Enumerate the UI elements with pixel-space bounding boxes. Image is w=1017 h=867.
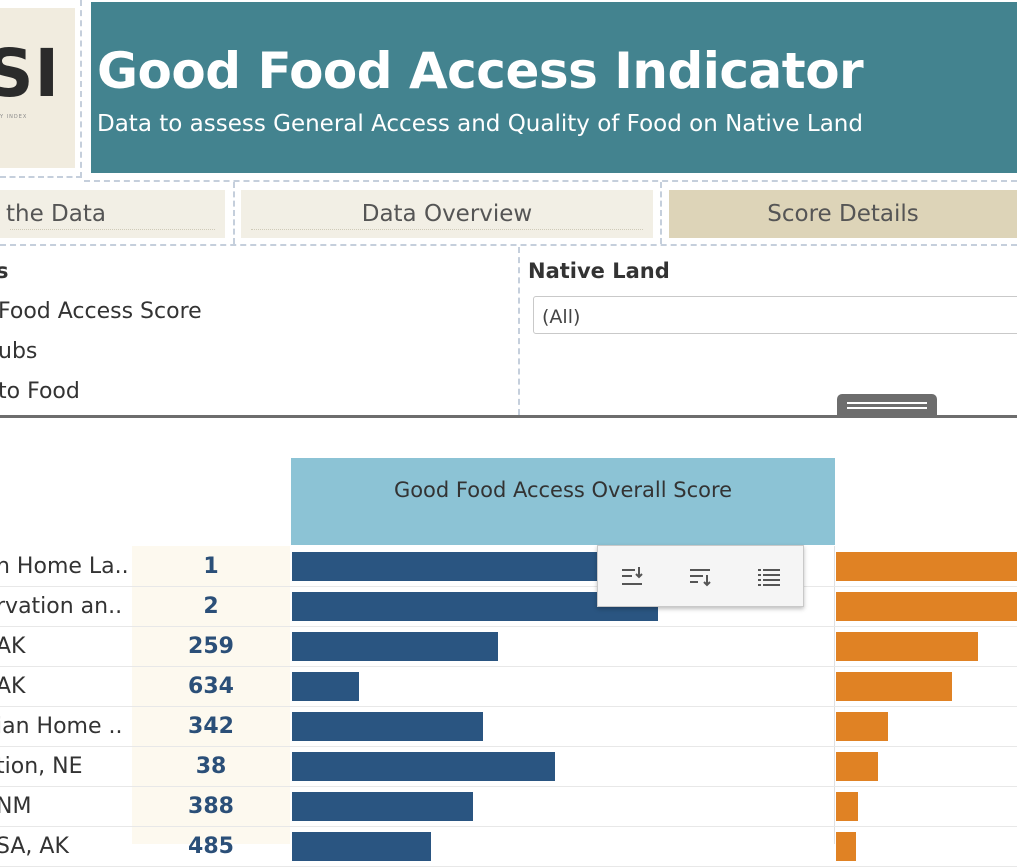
chart-header-label: Good Food Access Overall Score — [393, 478, 733, 502]
measure-option-access-to-food[interactable]: to Food — [0, 379, 80, 404]
rank-value: 342 — [188, 714, 234, 739]
page-title: Good Food Access Indicator — [97, 42, 864, 100]
native-land-name: SA, AK — [0, 834, 69, 859]
secondary-score-bar[interactable] — [836, 632, 978, 661]
secondary-score-bar[interactable] — [836, 712, 888, 741]
logo-tagline: Y INDEX — [0, 114, 28, 120]
row-divider — [0, 746, 1017, 747]
measures-title: s — [0, 259, 9, 283]
score-bar[interactable] — [292, 752, 555, 781]
rank-value: 38 — [195, 754, 227, 779]
score-bar[interactable] — [292, 672, 359, 701]
row-divider — [0, 786, 1017, 787]
nav-data-overview-button[interactable]: Data Overview — [241, 190, 653, 238]
nav-bottom-divider — [0, 244, 1017, 246]
nav-score-details-button[interactable]: Score Details — [669, 190, 1017, 238]
logo — [0, 8, 75, 168]
nav-about-label: the Data — [6, 201, 106, 227]
row-divider — [0, 586, 1017, 587]
chart-header: Good Food Access Overall Score — [291, 458, 835, 545]
row-divider — [0, 826, 1017, 827]
rank-value: 634 — [188, 674, 234, 699]
rank-value: 1 — [203, 554, 219, 579]
nav-divider — [233, 182, 235, 244]
secondary-score-bar[interactable] — [836, 592, 1017, 621]
grip-line — [847, 407, 927, 409]
logo-text: SI — [0, 35, 61, 112]
sort-ascending-icon[interactable] — [620, 564, 646, 590]
nav-about-data-button[interactable]: the Data — [0, 190, 225, 238]
page-subtitle: Data to assess General Access and Qualit… — [97, 111, 863, 137]
native-land-select[interactable]: (All) — [533, 296, 1017, 334]
score-bar[interactable] — [292, 712, 483, 741]
native-land-name: tion, NE — [0, 754, 83, 779]
nav-dots — [251, 229, 643, 230]
native-land-name: n Home La.. — [0, 554, 129, 579]
native-land-value: (All) — [542, 306, 581, 328]
measure-option-food-access-score[interactable]: Food Access Score — [0, 299, 202, 324]
native-land-name: NM — [0, 794, 32, 819]
score-bar[interactable] — [292, 832, 431, 861]
rank-column — [132, 546, 290, 844]
secondary-score-bar[interactable] — [836, 672, 952, 701]
sort-toolbar — [597, 545, 804, 607]
secondary-score-bar[interactable] — [836, 552, 1017, 581]
column-divider — [834, 546, 835, 844]
nav-score-label: Score Details — [767, 201, 919, 227]
row-divider — [0, 626, 1017, 627]
native-land-name: AK — [0, 634, 26, 659]
row-divider — [0, 706, 1017, 707]
measure-option-hubs[interactable]: ubs — [0, 339, 38, 364]
rank-value: 2 — [203, 594, 219, 619]
section-divider — [0, 415, 1017, 418]
nav-overview-label: Data Overview — [361, 201, 533, 227]
secondary-score-bar[interactable] — [836, 752, 878, 781]
rank-value: 485 — [188, 834, 234, 859]
native-land-name: AK — [0, 674, 26, 699]
filter-divider — [518, 247, 520, 415]
rank-value: 388 — [188, 794, 234, 819]
nav-dots — [10, 229, 215, 230]
native-land-label: Native Land — [528, 259, 670, 283]
nav-divider — [660, 182, 662, 244]
rank-value: 259 — [188, 634, 234, 659]
native-land-name: ian Home .. — [0, 714, 123, 739]
grip-line — [847, 402, 927, 404]
resize-handle[interactable] — [837, 394, 937, 416]
list-view-icon[interactable] — [756, 564, 782, 590]
row-divider — [0, 666, 1017, 667]
secondary-score-bar[interactable] — [836, 792, 858, 821]
title-banner — [91, 2, 1017, 173]
score-bar[interactable] — [292, 632, 498, 661]
secondary-score-bar[interactable] — [836, 832, 856, 861]
sort-descending-icon[interactable] — [688, 564, 714, 590]
score-bar[interactable] — [292, 792, 473, 821]
native-land-name: rvation an.. — [0, 594, 123, 619]
